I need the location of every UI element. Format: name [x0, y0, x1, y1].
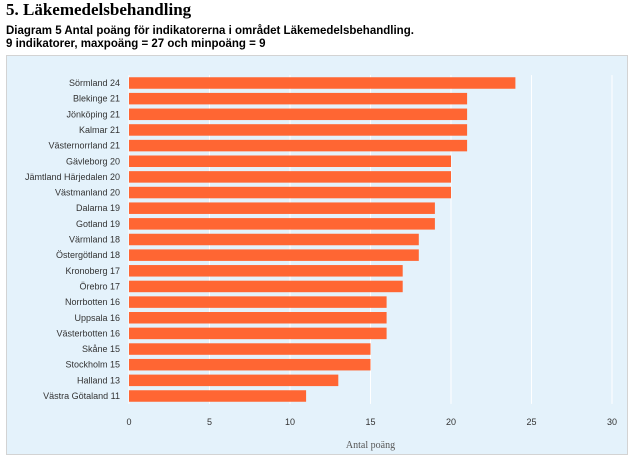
bar [129, 327, 387, 340]
x-tick-label: 25 [526, 417, 536, 427]
x-tick-label: 0 [126, 417, 131, 427]
bar [129, 358, 371, 371]
category-label: Jönköping 21 [66, 109, 120, 119]
category-label: Gotland 19 [76, 219, 120, 229]
x-axis-title: Antal poäng [346, 440, 395, 451]
bar [129, 233, 419, 246]
bar [129, 139, 468, 152]
category-label: Norrbotten 16 [65, 297, 120, 307]
category-label: Värmland 18 [69, 235, 120, 245]
x-tick-label: 5 [207, 417, 212, 427]
bar [129, 108, 468, 121]
category-label: Sörmland 24 [69, 78, 120, 88]
category-label: Gävleborg 20 [66, 156, 120, 166]
category-label: Blekinge 21 [73, 94, 120, 104]
category-label: Västernorrland 21 [48, 141, 120, 151]
bar [129, 390, 307, 402]
bar [129, 312, 387, 324]
x-tick-label: 10 [285, 417, 295, 427]
bar [129, 280, 403, 293]
category-label: Västra Götaland 11 [43, 391, 120, 401]
bar [129, 218, 435, 230]
bar [129, 343, 371, 355]
category-label: Örebro 17 [79, 281, 120, 291]
category-label: Halland 13 [77, 375, 120, 385]
bar [129, 265, 403, 277]
category-label: Kronoberg 17 [65, 266, 120, 276]
chart-caption-line-1: Diagram 5 Antal poäng för indikatorerna … [6, 25, 414, 37]
bar [129, 77, 516, 89]
category-label: Östergötland 18 [56, 250, 120, 260]
chart-caption: Diagram 5 Antal poäng för indikatorerna … [6, 25, 414, 51]
category-label: Kalmar 21 [79, 125, 120, 135]
chart-caption-line-2: 9 indikatorer, maxpoäng = 27 och minpoän… [6, 38, 266, 50]
chart-panel: Sörmland 24 Blekinge 21 Jönköping 21 Kalmar… [6, 55, 628, 455]
bar [129, 186, 451, 199]
bar [129, 124, 468, 136]
category-label: Jämtland Härjedalen 20 [25, 172, 120, 182]
bar [129, 296, 387, 308]
bar-chart: Sörmland 24 Blekinge 21 Jönköping 21 Kalmar… [25, 75, 617, 451]
bar [129, 374, 339, 387]
category-label: Skåne 15 [82, 344, 120, 354]
bar [129, 202, 435, 214]
category-label: Västmanland 20 [55, 188, 120, 198]
category-label: Stockholm 15 [65, 360, 120, 370]
x-tick-label: 15 [365, 417, 375, 427]
category-label: Uppsala 16 [74, 313, 120, 323]
x-tick-label: 30 [607, 417, 617, 427]
bar [129, 155, 451, 167]
bar [129, 171, 451, 183]
bar [129, 92, 468, 105]
section-heading: 5. Läkemedelsbehandling [6, 0, 192, 19]
x-tick-label: 20 [446, 417, 456, 427]
bar [129, 249, 419, 261]
category-label: Västerbotten 16 [56, 328, 120, 338]
category-label: Dalarna 19 [76, 203, 120, 213]
